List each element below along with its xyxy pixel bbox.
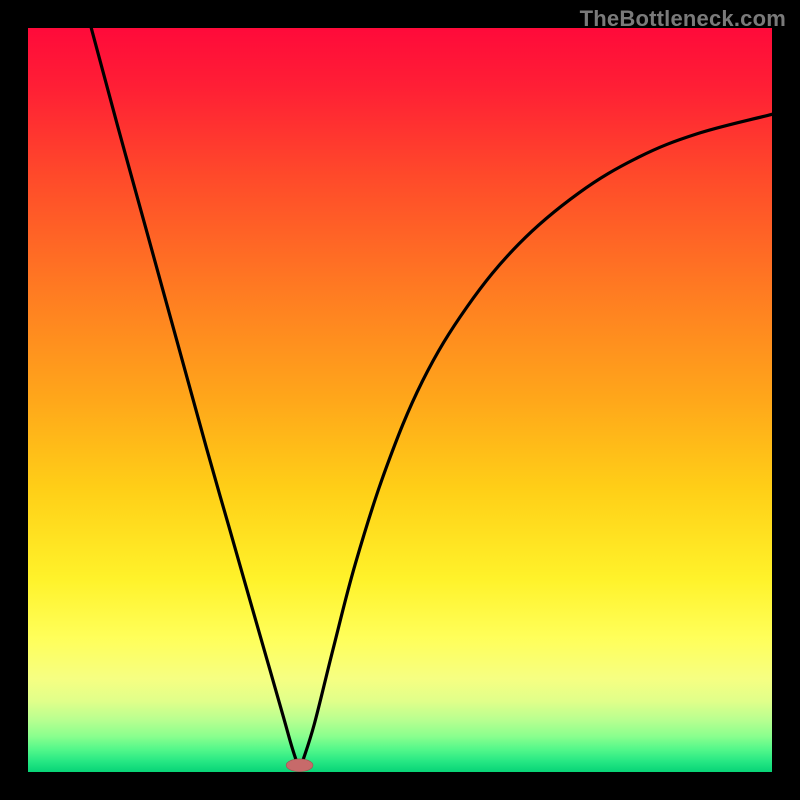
watermark-text: TheBottleneck.com: [580, 6, 786, 32]
gradient-background: [28, 28, 772, 772]
chart-stage: TheBottleneck.com: [0, 0, 800, 800]
bottleneck-curve-chart: [0, 0, 800, 800]
minimum-marker: [286, 759, 313, 772]
